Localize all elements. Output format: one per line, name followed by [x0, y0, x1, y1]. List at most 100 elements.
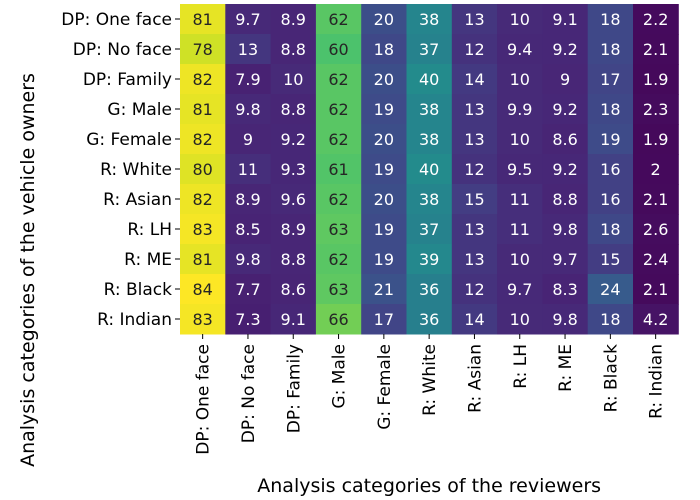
y-axis-label: Analysis categories of the vehicle owner…	[17, 73, 39, 467]
heatmap-cell	[497, 274, 543, 305]
heatmap-cell	[315, 274, 362, 305]
cell-value-label: 9.9	[507, 100, 532, 119]
heatmap-cell	[542, 34, 589, 65]
cell-value-label: 9.1	[552, 10, 577, 29]
cell-value-label: 2.1	[643, 40, 668, 59]
heatmap-cell	[180, 304, 226, 335]
heatmap-cell	[542, 64, 589, 95]
y-tick-label: G: Male	[107, 100, 172, 120]
cell-value-label: 8.8	[552, 190, 577, 209]
cell-value-label: 13	[464, 10, 484, 29]
cell-value-label: 13	[464, 250, 484, 269]
cell-value-label: 7.3	[235, 310, 260, 329]
cell-value-label: 18	[374, 40, 394, 59]
heatmap-cell	[542, 304, 589, 335]
cell-value-label: 2	[651, 160, 661, 179]
cell-value-label: 80	[192, 160, 212, 179]
cell-value-label: 11	[510, 220, 530, 239]
heatmap-cell	[270, 154, 317, 185]
cell-value-label: 62	[328, 100, 348, 119]
heatmap-cell	[542, 124, 589, 155]
heatmap-cell	[315, 34, 362, 65]
cell-value-label: 78	[192, 40, 212, 59]
cell-value-label: 8.8	[281, 250, 306, 269]
cell-value-label: 9.2	[552, 160, 577, 179]
cell-value-label: 18	[600, 100, 620, 119]
heatmap-cell	[497, 244, 543, 275]
heatmap-cell	[497, 64, 543, 95]
cell-value-label: 38	[419, 100, 439, 119]
x-tick-labels: DP: One face DP: No face DP: Family G: Male…	[194, 334, 667, 455]
heatmap-cell	[633, 154, 679, 185]
cell-value-label: 9.7	[507, 280, 532, 299]
cell-value-label: 9.2	[552, 100, 577, 119]
heatmap-cell	[497, 214, 543, 245]
cell-value-label: 62	[328, 70, 348, 89]
x-tick-label: R: ME	[556, 344, 576, 392]
cell-value-label: 8.8	[281, 40, 306, 59]
heatmap-cell	[587, 304, 634, 335]
heatmap-cell	[633, 214, 679, 245]
heatmap-cell	[180, 34, 226, 65]
heatmap-cell	[451, 94, 498, 125]
heatmap-cell	[225, 244, 272, 275]
heatmap-cell	[497, 124, 543, 155]
cell-value-label: 36	[419, 280, 439, 299]
heatmap-cell	[180, 64, 226, 95]
heatmap-cell	[406, 214, 453, 245]
cell-value-label: 83	[192, 220, 212, 239]
heatmap-cell	[497, 34, 543, 65]
heatmap-cell	[633, 274, 679, 305]
heatmap-cell	[361, 184, 407, 215]
heatmap-cell	[406, 154, 453, 185]
cell-value-label: 40	[419, 160, 439, 179]
heatmap-cell	[361, 244, 407, 275]
heatmap-cell	[633, 4, 679, 35]
cell-value-label: 8.9	[235, 190, 260, 209]
cell-value-label: 38	[419, 10, 439, 29]
cell-value-label: 8.5	[235, 220, 260, 239]
heatmap-cells: 81 9.7 8.9 62 20 38 13 10 9.1 18 2.2 78 13 8.8 60 18 37 1…	[180, 4, 679, 335]
heatmap-cell	[451, 244, 498, 275]
cell-value-label: 82	[192, 130, 212, 149]
heatmap-cell	[451, 274, 498, 305]
heatmap-cell	[406, 64, 453, 95]
y-tick-label: R: Indian	[97, 310, 172, 330]
heatmap-cell	[633, 124, 679, 155]
heatmap-cell	[406, 274, 453, 305]
heatmap-cell	[361, 124, 407, 155]
heatmap-cell	[587, 244, 634, 275]
heatmap-cell	[270, 64, 317, 95]
heatmap-cell	[225, 34, 272, 65]
cell-value-label: 2.1	[643, 190, 668, 209]
y-tick-label: DP: Family	[83, 70, 172, 90]
y-tick-label: R: Asian	[103, 190, 172, 210]
heatmap-cell	[315, 154, 362, 185]
heatmap-cell	[406, 4, 453, 35]
cell-value-label: 9.3	[281, 160, 306, 179]
heatmap-cell	[361, 304, 407, 335]
heatmap-cell	[587, 64, 634, 95]
heatmap-cell	[497, 4, 543, 35]
x-tick-label: DP: No face	[239, 344, 259, 443]
y-tick-label: R: LH	[127, 220, 172, 240]
heatmap-cell	[315, 304, 362, 335]
cell-value-label: 10	[510, 10, 530, 29]
cell-value-label: 24	[600, 280, 620, 299]
cell-value-label: 81	[192, 100, 212, 119]
heatmap-cell	[451, 4, 498, 35]
cell-value-label: 8.9	[281, 10, 306, 29]
cell-value-label: 19	[600, 130, 620, 149]
cell-value-label: 8.8	[281, 100, 306, 119]
heatmap-cell	[633, 34, 679, 65]
cell-value-label: 20	[374, 70, 394, 89]
heatmap-cell	[180, 184, 226, 215]
y-tick-label: DP: No face	[73, 40, 172, 60]
heatmap-cell	[542, 94, 589, 125]
cell-value-label: 10	[510, 310, 530, 329]
cell-value-label: 8.6	[552, 130, 577, 149]
cell-value-label: 8.3	[552, 280, 577, 299]
cell-value-label: 16	[600, 190, 620, 209]
heatmap-cell	[315, 124, 362, 155]
heatmap-cell	[451, 214, 498, 245]
